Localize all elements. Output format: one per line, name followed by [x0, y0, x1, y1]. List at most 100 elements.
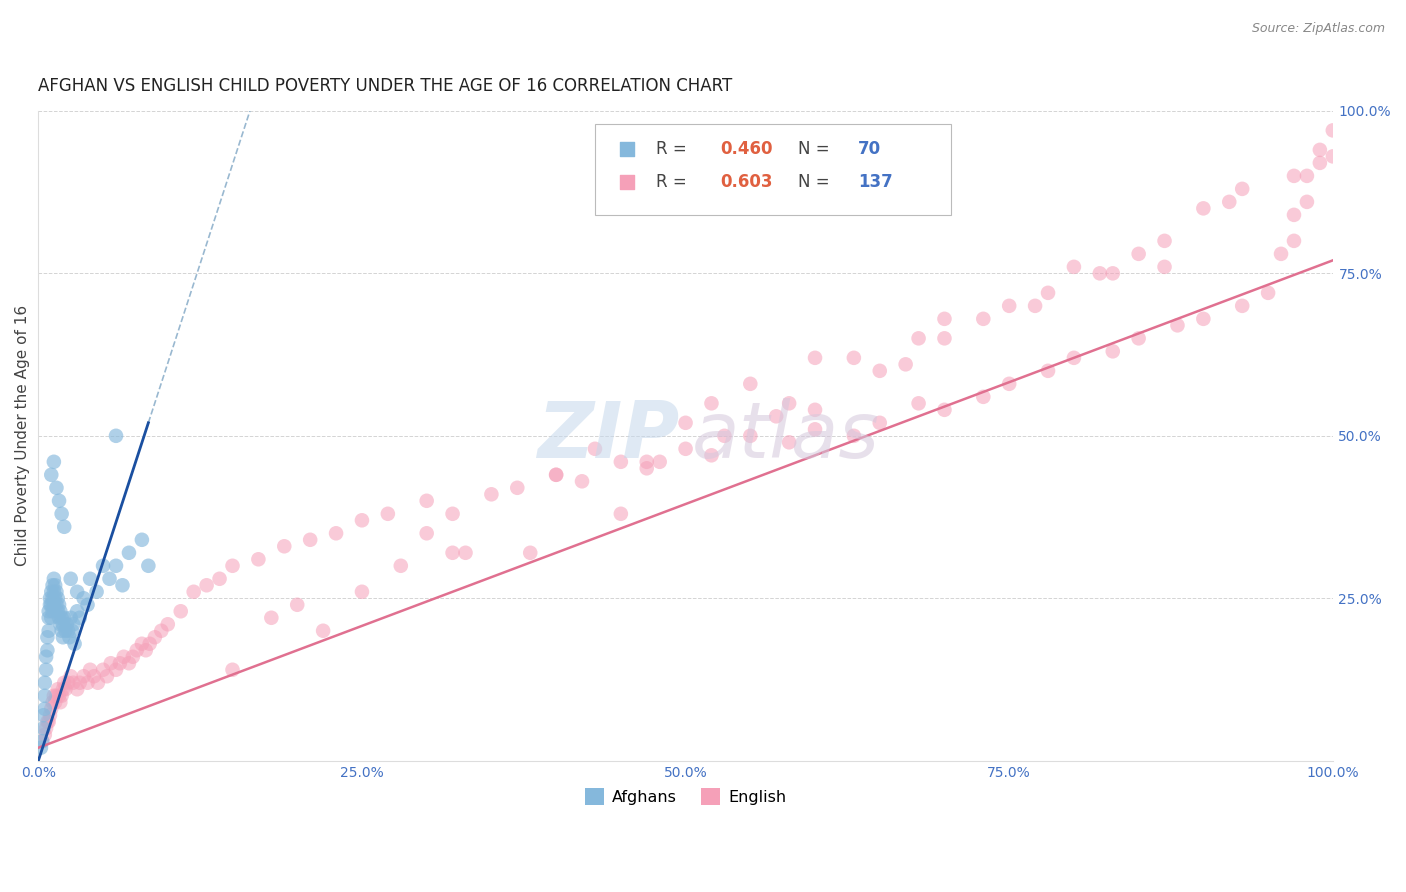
Point — [51, 624, 73, 638]
Point — [934, 311, 956, 326]
Point — [1296, 169, 1319, 183]
Point — [740, 429, 762, 443]
Text: ZIP: ZIP — [537, 398, 679, 474]
Point — [1063, 260, 1085, 274]
Point — [1166, 318, 1188, 333]
Point — [34, 675, 56, 690]
Point — [804, 402, 827, 417]
Point — [519, 546, 541, 560]
Point — [1232, 182, 1254, 196]
Point — [389, 558, 412, 573]
Point — [247, 552, 270, 566]
Point — [804, 351, 827, 365]
Point — [42, 455, 65, 469]
Point — [38, 714, 60, 729]
Point — [546, 467, 568, 482]
Text: N =: N = — [799, 173, 835, 192]
Point — [98, 572, 121, 586]
Point — [1282, 234, 1305, 248]
Point — [415, 526, 437, 541]
Point — [53, 675, 76, 690]
Point — [636, 461, 658, 475]
Point — [91, 663, 114, 677]
Point — [610, 455, 633, 469]
Y-axis label: Child Poverty Under the Age of 16: Child Poverty Under the Age of 16 — [15, 305, 30, 566]
Point — [1153, 260, 1175, 274]
Point — [972, 311, 994, 326]
Point — [610, 507, 633, 521]
Point — [1257, 285, 1279, 300]
Point — [39, 591, 62, 606]
Point — [62, 675, 84, 690]
Point — [39, 702, 62, 716]
Point — [350, 513, 373, 527]
Text: N =: N = — [799, 139, 835, 158]
Point — [51, 611, 73, 625]
Point — [76, 675, 98, 690]
Point — [53, 611, 76, 625]
Point — [96, 669, 118, 683]
Point — [69, 675, 91, 690]
Point — [39, 598, 62, 612]
Point — [39, 611, 62, 625]
Point — [35, 649, 58, 664]
Point — [45, 689, 67, 703]
Point — [1192, 311, 1215, 326]
Point — [1128, 247, 1150, 261]
Point — [454, 546, 477, 560]
Text: Source: ZipAtlas.com: Source: ZipAtlas.com — [1251, 22, 1385, 36]
Point — [1063, 351, 1085, 365]
Point — [59, 572, 82, 586]
Point — [481, 487, 503, 501]
Point — [105, 558, 128, 573]
Point — [105, 663, 128, 677]
Point — [1322, 123, 1344, 137]
Point — [37, 643, 59, 657]
Point — [1024, 299, 1046, 313]
Point — [34, 728, 56, 742]
Point — [135, 643, 157, 657]
Point — [44, 591, 66, 606]
Point — [51, 689, 73, 703]
Point — [934, 402, 956, 417]
Point — [1322, 149, 1344, 163]
Point — [66, 682, 89, 697]
Point — [1309, 156, 1331, 170]
Point — [907, 396, 929, 410]
Point — [52, 630, 75, 644]
Point — [869, 364, 891, 378]
Point — [260, 611, 283, 625]
Point — [45, 598, 67, 612]
Point — [42, 572, 65, 586]
Point — [86, 584, 108, 599]
Point — [41, 578, 63, 592]
Point — [1309, 143, 1331, 157]
Text: 137: 137 — [858, 173, 893, 192]
Point — [972, 390, 994, 404]
Point — [41, 591, 63, 606]
Point — [41, 695, 63, 709]
Point — [42, 598, 65, 612]
Point — [1270, 247, 1292, 261]
Point — [51, 507, 73, 521]
Point — [700, 448, 723, 462]
Point — [700, 396, 723, 410]
Point — [571, 475, 593, 489]
Point — [1101, 344, 1123, 359]
Text: atlas: atlas — [692, 398, 880, 474]
Point — [842, 429, 865, 443]
Point — [441, 507, 464, 521]
Point — [108, 657, 131, 671]
Point — [675, 416, 697, 430]
Point — [131, 533, 153, 547]
Point — [46, 682, 69, 697]
Point — [41, 604, 63, 618]
Point — [583, 442, 606, 456]
Point — [1296, 194, 1319, 209]
Point — [765, 409, 787, 424]
Point — [1153, 234, 1175, 248]
Point — [58, 630, 80, 644]
Point — [1192, 202, 1215, 216]
Point — [312, 624, 335, 638]
FancyBboxPatch shape — [595, 124, 950, 215]
